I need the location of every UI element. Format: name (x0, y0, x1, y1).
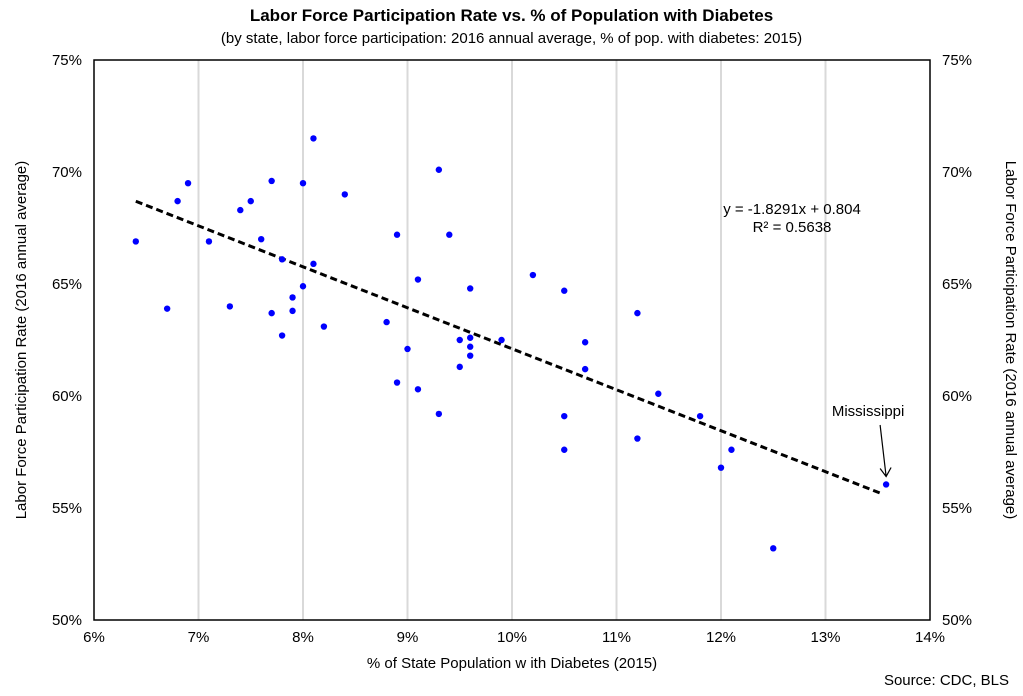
data-point (163, 305, 171, 312)
left-y-axis-title: Labor Force Participation Rate (2016 ann… (13, 161, 30, 520)
data-point (446, 231, 453, 238)
data-point (882, 481, 890, 488)
right-y-tick-label: 75% (942, 52, 972, 69)
x-tick-label: 7% (188, 629, 210, 646)
chart-title: Labor Force Participation Rate vs. % of … (249, 6, 774, 25)
data-point (268, 309, 275, 317)
data-point (435, 166, 443, 173)
right-y-tick-label: 60% (942, 388, 972, 405)
data-point (467, 334, 474, 341)
grid-lines (197, 60, 827, 620)
plot-frame (93, 59, 931, 621)
x-tick-label: 13% (810, 629, 840, 646)
x-axis-title: % of State Population w ith Diabetes (20… (367, 655, 657, 672)
x-tick-label: 11% (602, 629, 631, 646)
trend-line (135, 199, 884, 496)
x-tick-label: 8% (292, 629, 314, 646)
data-point (581, 339, 589, 346)
x-tick-label: 6% (83, 629, 105, 646)
data-point (467, 285, 474, 292)
data-point (226, 303, 234, 310)
data-point (634, 435, 641, 442)
data-point (529, 271, 537, 279)
data-point (561, 287, 568, 294)
trendline-equation: y = -1.8291x + 0.804 (723, 201, 861, 218)
data-point (581, 365, 589, 373)
data-point (310, 135, 317, 142)
right-y-axis-ticks: 50% 55% 60% 65% 70% 75% (942, 52, 972, 629)
data-point (467, 352, 474, 359)
chart-subtitle: (by state, labor force participation: 20… (220, 30, 803, 47)
left-y-tick-label: 60% (52, 388, 82, 405)
right-y-tick-label: 65% (942, 276, 972, 293)
data-point (561, 446, 568, 453)
data-point (655, 390, 662, 397)
data-point (174, 197, 181, 205)
data-point (184, 180, 192, 187)
data-point (498, 336, 505, 344)
data-point (696, 412, 704, 420)
data-point (278, 332, 286, 339)
data-point (341, 191, 348, 198)
data-point (320, 323, 328, 330)
mississippi-arrow (879, 424, 892, 478)
data-point (404, 345, 411, 353)
data-point (770, 545, 777, 552)
right-y-tick-label: 50% (942, 612, 972, 629)
data-point (467, 343, 474, 350)
data-point (299, 180, 307, 187)
data-point (561, 412, 568, 420)
data-point (289, 294, 296, 301)
data-point (456, 363, 463, 371)
left-y-tick-label: 75% (52, 52, 82, 69)
left-y-tick-label: 70% (52, 164, 82, 181)
data-point (278, 256, 286, 263)
left-y-tick-label: 55% (52, 500, 82, 517)
data-point (237, 206, 244, 214)
x-axis-ticks: 6% 7% 8% 9% 10% 11% 12% 13% 14% (83, 629, 945, 646)
data-point (393, 379, 401, 386)
data-point (247, 197, 254, 205)
r-squared-label: R² = 0.5638 (753, 219, 832, 236)
data-point (435, 410, 443, 418)
x-tick-label: 9% (397, 629, 419, 646)
data-point (132, 238, 139, 245)
data-point (289, 307, 296, 315)
data-point (456, 336, 463, 344)
left-y-tick-label: 65% (52, 276, 82, 293)
right-y-axis-title: Labor Force Participation Rate (2016 ann… (1002, 161, 1019, 520)
data-point (393, 231, 401, 238)
data-point (299, 283, 307, 290)
data-point (634, 309, 641, 317)
x-tick-label: 12% (706, 629, 736, 646)
mississippi-label: Mississippi (832, 403, 905, 420)
left-y-tick-label: 50% (52, 612, 82, 629)
left-y-axis-ticks: 50% 55% 60% 65% 70% 75% (52, 52, 82, 629)
data-point (310, 260, 317, 268)
right-y-tick-label: 55% (942, 500, 972, 517)
x-tick-label: 14% (915, 629, 945, 646)
data-point (268, 177, 275, 185)
data-point (258, 236, 265, 243)
data-point (383, 318, 390, 326)
source-note: Source: CDC, BLS (883, 672, 1009, 689)
data-point (717, 464, 725, 471)
right-y-tick-label: 70% (942, 164, 972, 181)
x-tick-label: 10% (497, 629, 527, 646)
data-point (205, 238, 213, 245)
data-point (728, 446, 735, 453)
data-point (414, 276, 422, 283)
data-point (414, 386, 422, 393)
data-points (132, 135, 890, 552)
